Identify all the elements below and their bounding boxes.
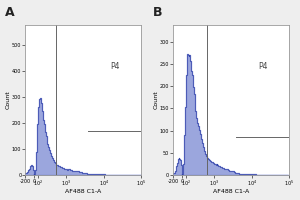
- Y-axis label: Count: Count: [6, 90, 10, 109]
- Text: B: B: [152, 6, 162, 19]
- Text: P4: P4: [258, 62, 268, 71]
- X-axis label: AF488 C1-A: AF488 C1-A: [65, 189, 102, 194]
- Text: P4: P4: [110, 62, 119, 71]
- Text: A: A: [4, 6, 14, 19]
- X-axis label: AF488 C1-A: AF488 C1-A: [213, 189, 250, 194]
- Y-axis label: Count: Count: [154, 90, 158, 109]
